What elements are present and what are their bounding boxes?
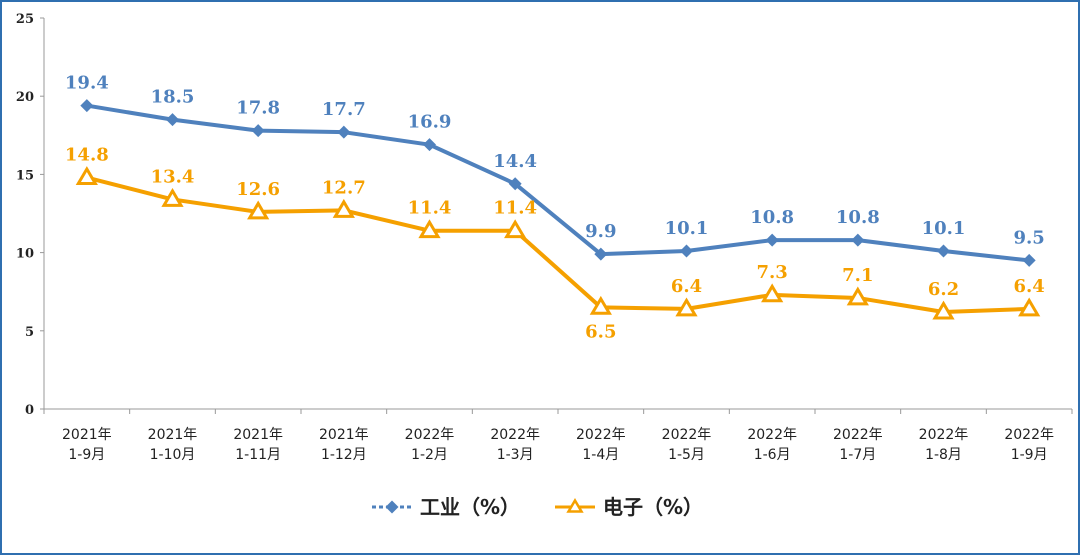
data-point-electronics	[761, 283, 784, 303]
series-line-industry	[86, 103, 1030, 263]
data-point-industry	[166, 113, 179, 127]
data-point-electronics	[675, 297, 698, 317]
data-label-electronics: 6.4	[671, 276, 702, 297]
data-label-industry: 9.9	[585, 221, 616, 242]
y-tick-label: 15	[16, 168, 34, 183]
y-tick-label: 10	[16, 247, 34, 262]
legend-marker-electronics	[566, 498, 584, 513]
data-point-industry	[594, 247, 608, 261]
data-label-electronics: 12.6	[236, 179, 280, 200]
legend-label-industry: 工业（%）	[420, 495, 520, 519]
y-tick-label: 20	[16, 90, 34, 105]
data-point-industry	[337, 125, 351, 139]
data-label-industry: 16.9	[408, 112, 452, 133]
data-label-industry: 10.8	[750, 207, 794, 228]
data-point-industry	[423, 138, 436, 152]
y-tick-label: 25	[16, 12, 34, 27]
data-label-industry: 10.1	[665, 218, 709, 239]
data-point-industry	[1022, 253, 1036, 267]
x-tick-label: 2021年 1-12月	[319, 427, 369, 463]
data-point-industry	[937, 244, 950, 258]
data-label-industry: 14.4	[493, 151, 537, 172]
data-label-electronics: 7.3	[757, 262, 788, 283]
data-point-electronics	[75, 166, 98, 185]
x-tick-label: 2022年 1-6月	[747, 427, 797, 463]
x-tick-label: 2021年 1-10月	[148, 427, 198, 463]
x-tick-label: 2022年 1-3月	[490, 427, 540, 463]
data-label-industry: 17.8	[236, 98, 280, 119]
data-point-industry	[80, 99, 94, 113]
data-label-industry: 9.5	[1014, 227, 1045, 248]
data-label-electronics: 11.4	[493, 198, 537, 219]
data-point-electronics	[846, 286, 869, 306]
x-tick-label: 2022年 1-9月	[1004, 427, 1054, 463]
data-label-industry: 10.8	[836, 207, 880, 228]
data-label-electronics: 6.4	[1014, 276, 1045, 297]
x-tick-label: 2022年 1-8月	[919, 427, 969, 463]
data-point-electronics	[418, 219, 441, 239]
data-label-electronics: 7.1	[842, 265, 873, 286]
x-tick-label: 2021年 1-9月	[62, 427, 112, 463]
series-line-electronics	[86, 175, 1030, 315]
data-label-industry: 17.7	[322, 99, 366, 120]
data-point-electronics	[247, 200, 270, 220]
data-label-industry: 19.4	[65, 73, 109, 94]
data-label-industry: 18.5	[151, 87, 195, 108]
data-point-electronics	[504, 219, 527, 239]
data-point-electronics	[589, 295, 612, 315]
y-tick-label: 5	[25, 325, 34, 340]
data-point-industry	[851, 233, 865, 247]
data-label-electronics: 6.5	[585, 321, 616, 342]
legend-marker-industry	[385, 500, 399, 514]
y-tick-label: 0	[25, 403, 34, 418]
data-point-electronics	[332, 198, 355, 218]
data-point-electronics	[161, 187, 184, 207]
data-label-electronics: 14.8	[65, 145, 109, 166]
data-label-electronics: 13.4	[151, 166, 195, 187]
data-label-electronics: 6.2	[928, 279, 959, 300]
x-tick-label: 2021年 1-11月	[233, 427, 283, 463]
data-label-industry: 10.1	[922, 218, 966, 239]
data-point-industry	[765, 233, 779, 247]
x-tick-label: 2022年 1-2月	[405, 427, 455, 463]
data-point-electronics	[1018, 297, 1041, 317]
data-point-industry	[680, 244, 693, 258]
data-point-industry	[508, 177, 522, 191]
x-tick-label: 2022年 1-4月	[576, 427, 626, 463]
data-label-electronics: 12.7	[322, 177, 366, 198]
x-tick-label: 2022年 1-7月	[833, 427, 883, 463]
x-tick-label: 2022年 1-5月	[662, 427, 712, 463]
data-point-electronics	[932, 300, 955, 320]
data-point-industry	[251, 124, 265, 138]
legend-label-electronics: 电子（%）	[603, 495, 703, 519]
data-label-electronics: 11.4	[408, 198, 452, 219]
